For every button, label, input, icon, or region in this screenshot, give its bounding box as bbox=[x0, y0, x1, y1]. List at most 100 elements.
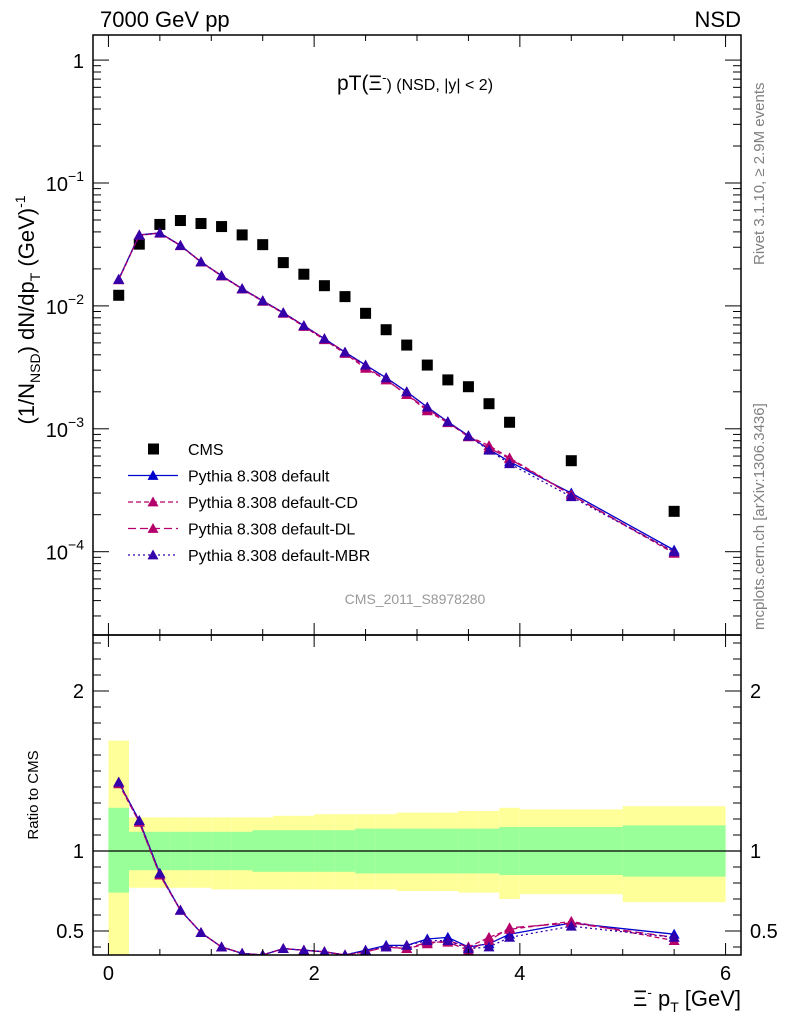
mcplots-label: mcplots.cern.ch [arXiv:1306.3436] bbox=[751, 403, 768, 630]
ratio-series-marker-mbr bbox=[133, 815, 145, 825]
ratio-series-line-mbr bbox=[118, 781, 675, 955]
main-series-marker-mbr bbox=[565, 491, 577, 502]
x-axis-label-sup: - bbox=[647, 984, 652, 1000]
cms-data-point bbox=[174, 215, 186, 227]
main-series-marker-mbr bbox=[504, 458, 516, 469]
legend-label-cms: CMS bbox=[188, 442, 224, 459]
ratio-series-marker-mbr bbox=[504, 931, 516, 942]
ratio-panel: 0 2 4 6 0.5 0.5 1 1 2 2 Ratio to CMS Ξ-pT [GeV] bbox=[25, 634, 778, 1015]
main-y-tick-label: 10−3 bbox=[46, 414, 84, 442]
x-tick-label: 2 bbox=[309, 963, 320, 985]
ratio-y-tick-label-left: 1 bbox=[73, 841, 84, 863]
main-series-marker-mbr bbox=[257, 295, 269, 306]
legend-marker-dl bbox=[147, 523, 159, 533]
ratio-series-marker-mbr bbox=[174, 904, 186, 915]
ratio-series-marker-mbr bbox=[341, 949, 349, 955]
ratio-series-marker-mbr bbox=[195, 927, 207, 937]
cms-data-point bbox=[154, 218, 166, 230]
ratio-series-line-dl bbox=[118, 781, 675, 955]
main-series-marker-mbr bbox=[380, 372, 392, 383]
analysis-label: CMS_2011_S8978280 bbox=[345, 591, 486, 607]
ratio-y-tick-label-right: 2 bbox=[750, 681, 761, 703]
main-y-tick-base: 10 bbox=[46, 297, 68, 319]
legend-label-mbr: Pythia 8.308 default-MBR bbox=[188, 548, 370, 565]
x-tick-label: 6 bbox=[720, 963, 731, 985]
ratio-series-marker-dl bbox=[483, 935, 495, 945]
ratio-series-marker-mbr bbox=[442, 935, 454, 945]
main-series-marker-mbr bbox=[113, 273, 125, 284]
main-series-marker-mbr bbox=[462, 430, 474, 441]
legend: CMS Pythia 8.308 default Pythia 8.308 defa… bbox=[128, 442, 370, 565]
main-y-tick-exp: −3 bbox=[68, 414, 84, 430]
ratio-band-inner bbox=[108, 807, 129, 893]
main-series-marker-mbr bbox=[360, 359, 372, 370]
cms-data-point bbox=[318, 280, 330, 292]
cms-data-point bbox=[195, 218, 207, 230]
legend-marker-mbr bbox=[147, 549, 159, 560]
cms-data-point bbox=[565, 455, 577, 467]
header-right: NSD bbox=[695, 7, 741, 32]
main-y-tick-exp: −4 bbox=[68, 537, 84, 553]
legend-label-cd: Pythia 8.308 default-CD bbox=[188, 495, 358, 512]
ratio-y-tick-label-right: 1 bbox=[750, 841, 761, 863]
cms-data-point bbox=[668, 505, 680, 517]
main-y-tick-base: 10 bbox=[46, 543, 68, 565]
ratio-series-marker-mbr bbox=[154, 867, 166, 878]
ratio-series-marker-dl bbox=[504, 922, 516, 933]
main-series-marker-mbr bbox=[216, 270, 228, 281]
legend-marker-cms bbox=[148, 443, 159, 455]
x-tick-label: 4 bbox=[514, 963, 525, 985]
main-title: pT(Ξ-) (NSD, |y| < 2) bbox=[337, 70, 493, 95]
cms-data-point bbox=[442, 374, 454, 386]
legend-label-dl: Pythia 8.308 default-DL bbox=[188, 522, 355, 539]
main-series-marker-mbr bbox=[421, 401, 433, 412]
main-y-tick-label: 1 bbox=[73, 51, 84, 73]
main-y-tick-exp: −2 bbox=[68, 291, 84, 307]
main-series-line-dl bbox=[118, 232, 675, 553]
header-left: 7000 GeV pp bbox=[100, 7, 230, 32]
cms-data-point bbox=[257, 239, 269, 251]
legend-marker-default bbox=[147, 470, 159, 480]
main-series-marker-mbr bbox=[236, 283, 248, 294]
x-axis-label-main: Ξ bbox=[633, 986, 647, 1011]
ratio-series-marker-mbr bbox=[401, 939, 413, 950]
ratio-y-axis-label: Ratio to CMS bbox=[25, 750, 42, 839]
main-y-tick-label: 10−2 bbox=[46, 291, 84, 319]
legend-label-default: Pythia 8.308 default bbox=[188, 469, 330, 486]
cms-data-point bbox=[113, 289, 125, 301]
ratio-series-marker-mbr bbox=[113, 776, 125, 787]
main-y-tick-base: 10 bbox=[46, 420, 68, 442]
ratio-series-marker-mbr bbox=[421, 935, 433, 945]
main-panel: 110−110−210−310−4 pT(Ξ-) (NSD, |y| < 2) … bbox=[12, 34, 742, 636]
ratio-series-marker-mbr bbox=[668, 931, 680, 942]
rivet-label: Rivet 3.1.10, ≥ 2.9M events bbox=[751, 83, 768, 266]
x-axis-label-unit: [GeV] bbox=[685, 986, 741, 1011]
ratio-series-marker-mbr bbox=[319, 946, 330, 955]
ratio-y-tick-label-left: 2 bbox=[73, 681, 84, 703]
x-axis-label-sub: T bbox=[670, 999, 679, 1015]
cms-data-point bbox=[216, 221, 228, 233]
main-series-marker-mbr bbox=[133, 229, 145, 240]
x-tick-label: 0 bbox=[103, 963, 114, 985]
main-y-tick-label: 10−1 bbox=[46, 168, 84, 196]
main-series-marker-mbr bbox=[298, 320, 310, 331]
x-axis-label: Ξ-pT [GeV] bbox=[633, 984, 741, 1015]
cms-data-point bbox=[401, 339, 413, 351]
main-title-rest: ) (NSD, |y| < 2) bbox=[386, 77, 493, 94]
x-axis-label-p: p bbox=[658, 986, 670, 1011]
cms-data-point bbox=[277, 257, 289, 269]
cms-data-point bbox=[236, 229, 248, 241]
main-title-main: pT(Ξ bbox=[337, 72, 382, 95]
cms-data-point bbox=[360, 307, 372, 319]
cms-data-point bbox=[462, 381, 474, 393]
legend-marker-cd bbox=[147, 496, 159, 507]
ratio-frame bbox=[92, 634, 742, 956]
main-series-marker-mbr bbox=[277, 307, 289, 318]
main-y-axis-label: (1/NNSD) dN/dpT (GeV)-1 bbox=[12, 195, 43, 424]
main-series-marker-mbr bbox=[483, 444, 495, 455]
ratio-series-marker-mbr bbox=[238, 947, 247, 955]
main-series-marker-mbr bbox=[154, 227, 166, 238]
main-series-line-mbr bbox=[118, 232, 675, 553]
main-title-sup: - bbox=[382, 70, 386, 85]
